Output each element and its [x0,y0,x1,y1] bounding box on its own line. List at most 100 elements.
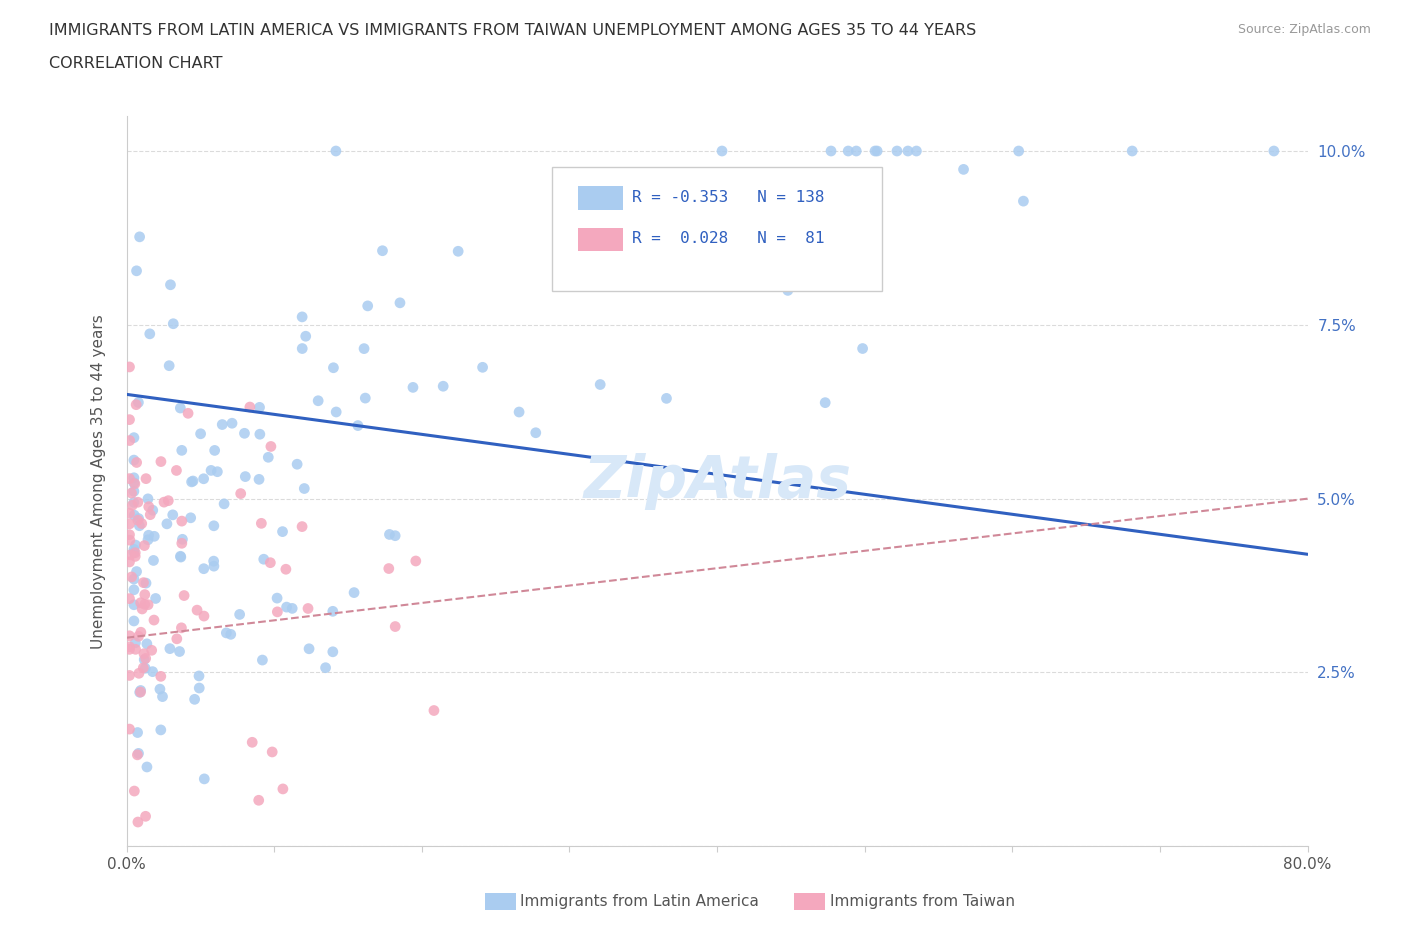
Point [169,401,191,416]
Point [153,495,176,510]
Point [122,471,145,485]
Point [1008,143,1031,158]
Point [131,516,153,531]
Point [776,283,799,298]
Point [239,400,262,415]
Point [132,646,155,661]
Point [129,625,152,640]
Point [122,484,145,498]
Point [122,542,145,557]
Point [118,412,141,427]
Point [136,597,159,612]
Point [207,464,229,479]
Point [135,651,157,666]
Point [173,588,195,603]
Point [897,143,920,158]
Point [271,525,294,539]
Point [233,469,256,484]
Point [128,629,150,644]
Point [124,549,146,564]
Point [169,549,191,564]
Point [145,591,167,606]
Point [122,508,145,523]
Text: Immigrants from Latin America: Immigrants from Latin America [520,894,759,909]
Point [136,532,159,547]
Point [142,503,165,518]
Point [405,553,427,568]
Point [122,614,145,629]
Text: R = -0.353   N = 138: R = -0.353 N = 138 [633,190,824,205]
Point [127,495,149,510]
Point [172,532,194,547]
Point [118,722,141,737]
Point [129,683,152,698]
Point [354,391,377,405]
Point [128,230,150,245]
Point [886,143,908,158]
Point [134,652,156,667]
Point [118,668,141,683]
Point [125,455,148,470]
Point [215,626,238,641]
Point [149,723,172,737]
Point [276,600,298,615]
Point [253,551,276,566]
Point [322,644,344,659]
Point [298,642,321,657]
Point [315,660,337,675]
Point [814,251,837,266]
Point [132,660,155,675]
Point [820,143,842,158]
Point [143,529,166,544]
Point [177,405,200,420]
Point [1012,193,1035,208]
Y-axis label: Unemployment Among Ages 35 to 44 years: Unemployment Among Ages 35 to 44 years [91,314,105,648]
Point [118,533,141,548]
Point [180,511,202,525]
Point [169,644,191,659]
Point [156,516,179,531]
Point [325,405,347,419]
Point [471,360,494,375]
Point [124,642,146,657]
Point [262,745,284,760]
Point [118,506,141,521]
Point [202,518,225,533]
Point [202,559,225,574]
Point [124,545,146,560]
Point [325,143,347,158]
Point [122,475,145,490]
Point [274,562,297,577]
Point [814,395,837,410]
Point [297,601,319,616]
Point [357,299,380,313]
Point [249,427,271,442]
Text: Source: ZipAtlas.com: Source: ZipAtlas.com [1237,23,1371,36]
Point [128,684,150,699]
Point [347,418,370,433]
Point [143,613,166,628]
Point [159,277,181,292]
Point [252,653,274,668]
Point [228,607,250,622]
Point [121,569,143,584]
Point [118,642,141,657]
Point [157,358,180,373]
Point [122,453,145,468]
Point [952,162,974,177]
Point [1121,143,1143,158]
Point [170,513,193,528]
Point [281,601,304,616]
Point [132,576,155,591]
Point [122,545,145,560]
Point [233,426,256,441]
Point [135,636,157,651]
Point [423,703,446,718]
Point [134,661,156,676]
Point [247,793,270,808]
Point [266,591,288,605]
Point [193,608,215,623]
Point [122,597,145,612]
Point [122,495,145,510]
Point [149,454,172,469]
